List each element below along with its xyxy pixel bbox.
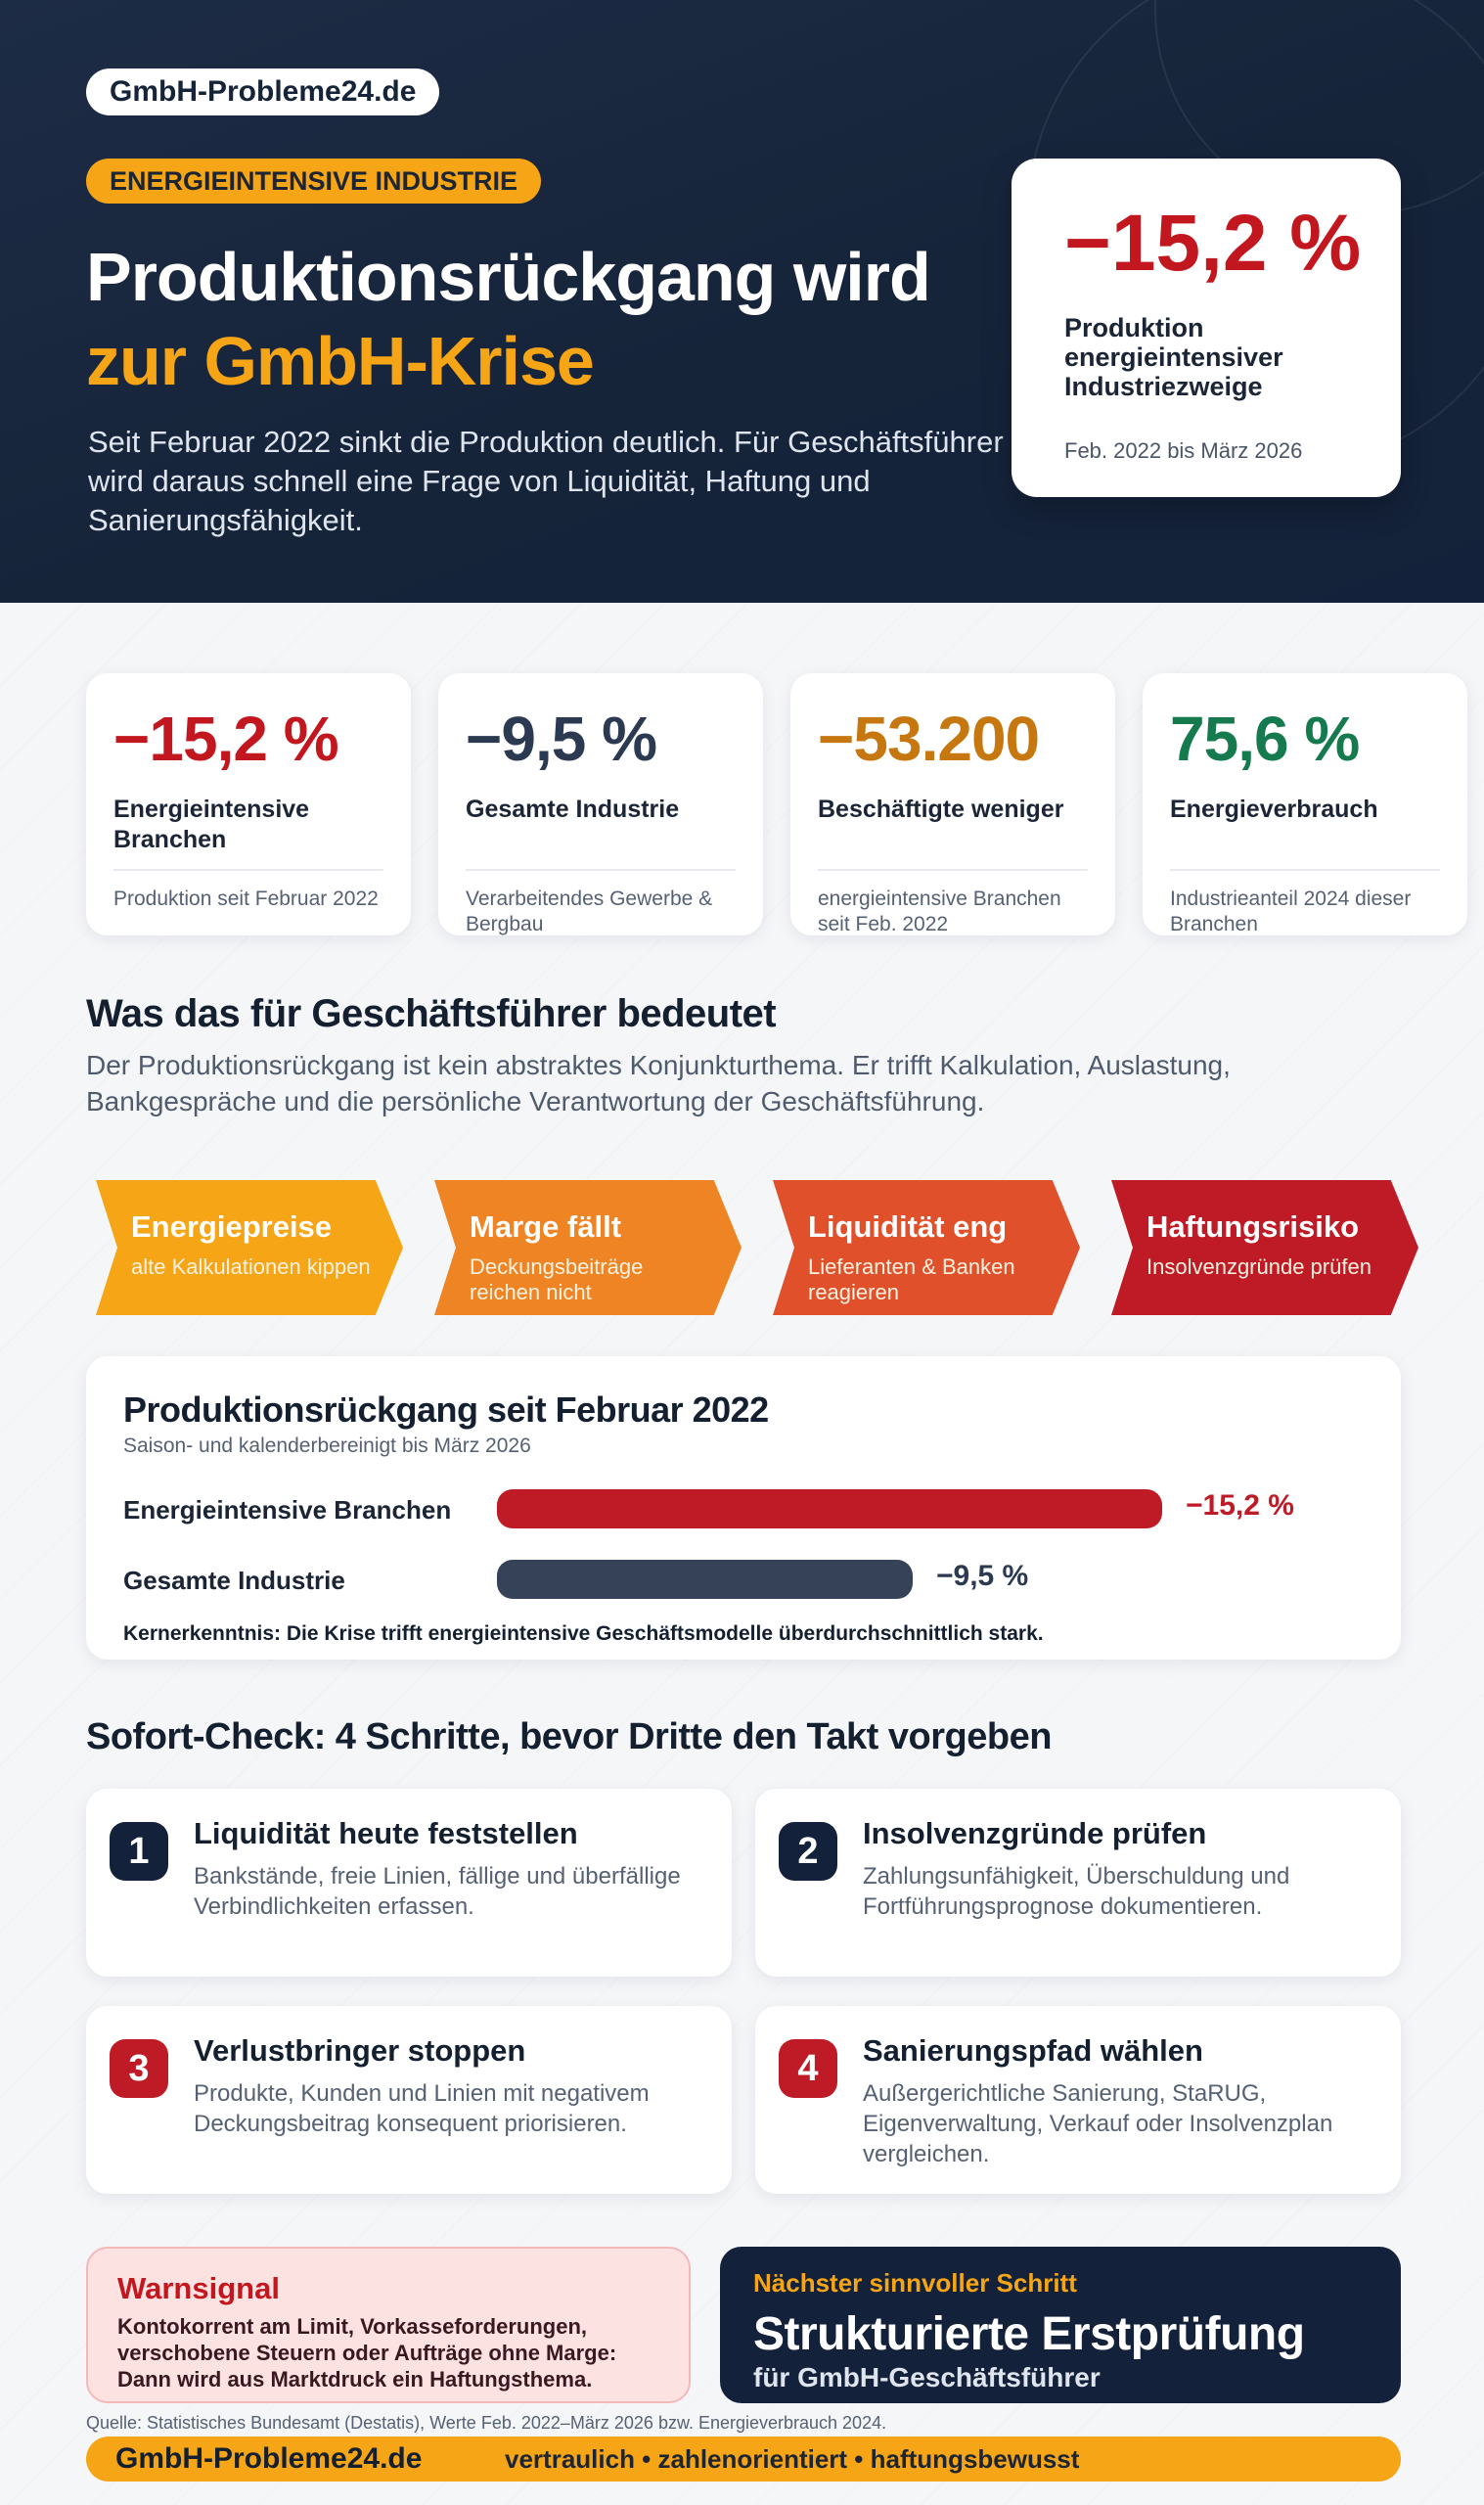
chain-step-energy-prices: Energiepreise alte Kalkulationen kippen [96,1180,403,1315]
footer-brand[interactable]: GmbH-Probleme24.de [115,2442,423,2475]
stat-value: −9,5 % [466,704,657,774]
chain-step-liquidity: Liquidität eng Lieferanten & Banken reag… [773,1180,1080,1315]
stat-value: −53.200 [818,704,1040,774]
stat-value: −15,2 % [113,704,339,774]
next-step-cta[interactable]: Nächster sinnvoller Schritt Strukturiert… [720,2247,1401,2403]
warning-text: Kontokorrent am Limit, Vorkasseforderung… [117,2314,617,2391]
stat-divider [113,869,383,871]
hero-title: Produktionsrückgang wird zur GmbH-Krise [86,235,1025,403]
stat-title: Energieintensive Branchen [113,796,310,853]
chart-category-label: Gesamte Industrie [123,1566,345,1595]
check-step-card: 3 Verlustbringer stoppen Produkte, Kunde… [86,2006,732,2194]
stat-title: Energieverbrauch [1170,796,1378,823]
chart-category-label: Energieintensive Branchen [123,1495,452,1525]
hero-title-line2: zur GmbH-Krise [86,323,595,399]
warning-title: Warnsignal [117,2271,280,2305]
chain-step-title: Energiepreise [131,1209,333,1244]
step-number-badge: 3 [110,2039,168,2098]
stat-note: energieintensive Branchen seit Feb. 2022 [818,888,1061,935]
chain-step-title: Liquidität eng [808,1209,1008,1244]
hero-kpi-value: −15,2 % [1064,199,1362,288]
check-step-card: 2 Insolvenzgründe prüfen Zahlungsunfähig… [755,1789,1401,1977]
hero-kpi-period: Feb. 2022 bis März 2026 [1064,438,1303,463]
chart-bar [497,1489,1162,1528]
chain-step-text: Deckungsbeiträge reichen nicht [470,1254,644,1304]
section-text-meaning: Der Produktionsrückgang ist kein abstrak… [86,1050,1231,1116]
stat-divider [1170,869,1440,871]
stat-title: Beschäftigte weniger [818,796,1064,823]
brand-logo[interactable]: GmbH-Probleme24.de [86,68,440,115]
step-text: Produkte, Kunden und Linien mit negative… [194,2080,650,2137]
source-note: Quelle: Statistisches Bundesamt (Destati… [86,2413,887,2433]
stat-title: Gesamte Industrie [466,796,680,823]
next-step-kicker: Nächster sinnvoller Schritt [753,2268,1077,2298]
chart-data-label: −15,2 % [1186,1489,1294,1522]
step-number-badge: 4 [779,2039,837,2098]
chart-insight: Kernerkenntnis: Die Krise trifft energie… [123,1622,1044,1645]
stat-divider [466,869,736,871]
hero-section: GmbH-Probleme24.de ENERGIEINTENSIVE INDU… [0,0,1484,603]
stat-card: 75,6 % Energieverbrauch Industrieanteil … [1143,673,1467,935]
next-step-subtitle: für GmbH-Geschäftsführer [753,2362,1101,2392]
stat-note: Industrieanteil 2024 dieser Branchen [1170,888,1412,935]
chart-bar [497,1560,913,1599]
stat-value: 75,6 % [1170,704,1360,774]
hero-title-line1: Produktionsrückgang wird [86,239,931,315]
stat-card: −9,5 % Gesamte Industrie Verarbeitendes … [438,673,763,935]
chain-step-text: Lieferanten & Banken reagieren [808,1254,1015,1304]
step-number-badge: 1 [110,1822,168,1881]
chain-step-title: Marge fällt [470,1209,622,1244]
warning-box: Warnsignal Kontokorrent am Limit, Vorkas… [86,2247,691,2403]
step-title: Sanierungspfad wählen [863,2033,1203,2068]
chain-step-text: Insolvenzgründe prüfen [1147,1254,1372,1279]
stat-card: −15,2 % Energieintensive Branchen Produk… [86,673,411,935]
step-title: Liquidität heute feststellen [194,1816,578,1850]
next-step-title: Strukturierte Erstprüfung [753,2308,1305,2360]
section-heading-meaning: Was das für Geschäftsführer bedeutet [86,992,777,1035]
footer-bar: GmbH-Probleme24.de vertraulich • zahleno… [86,2437,1401,2482]
step-text: Zahlungsunfähigkeit, Überschuldung und F… [863,1863,1290,1920]
chain-step-liability: Haftungsrisiko Insolvenzgründe prüfen [1111,1180,1418,1315]
hero-kpi-label: Produktion energieintensiver Industriezw… [1064,313,1283,401]
chain-step-text: alte Kalkulationen kippen [131,1254,371,1279]
category-tag: ENERGIEINTENSIVE INDUSTRIE [86,159,542,204]
chart-subtitle: Saison- und kalenderbereinigt bis März 2… [123,1435,531,1457]
step-text: Bankstände, freie Linien, fällige und üb… [194,1863,681,1920]
hero-kpi-card: −15,2 % Produktion energieintensiver Ind… [1012,159,1401,497]
check-step-card: 4 Sanierungspfad wählen Außergerichtlich… [755,2006,1401,2194]
chart-title: Produktionsrückgang seit Februar 2022 [123,1389,769,1430]
chain-step-title: Haftungsrisiko [1147,1209,1360,1244]
step-text: Außergerichtliche Sanierung, StaRUG, Eig… [863,2080,1333,2167]
check-step-card: 1 Liquidität heute feststellen Bankständ… [86,1789,732,1977]
chain-step-margin: Marge fällt Deckungsbeiträge reichen nic… [434,1180,742,1315]
step-title: Verlustbringer stoppen [194,2033,526,2068]
step-number-badge: 2 [779,1822,837,1881]
production-chart-card: Produktionsrückgang seit Februar 2022 Sa… [86,1356,1401,1660]
chart-data-label: −9,5 % [936,1560,1029,1592]
section-heading-checks: Sofort-Check: 4 Schritte, bevor Dritte d… [86,1716,1052,1757]
stat-card: −53.200 Beschäftigte weniger energieinte… [790,673,1115,935]
stat-note: Verarbeitendes Gewerbe & Bergbau [466,888,713,935]
hero-subtitle: Seit Februar 2022 sinkt die Produktion d… [88,425,1004,537]
stat-divider [818,869,1088,871]
step-title: Insolvenzgründe prüfen [863,1816,1207,1850]
stat-note: Produktion seit Februar 2022 [113,888,379,910]
footer-claim: vertraulich • zahlenorientiert • haftung… [505,2443,1080,2474]
